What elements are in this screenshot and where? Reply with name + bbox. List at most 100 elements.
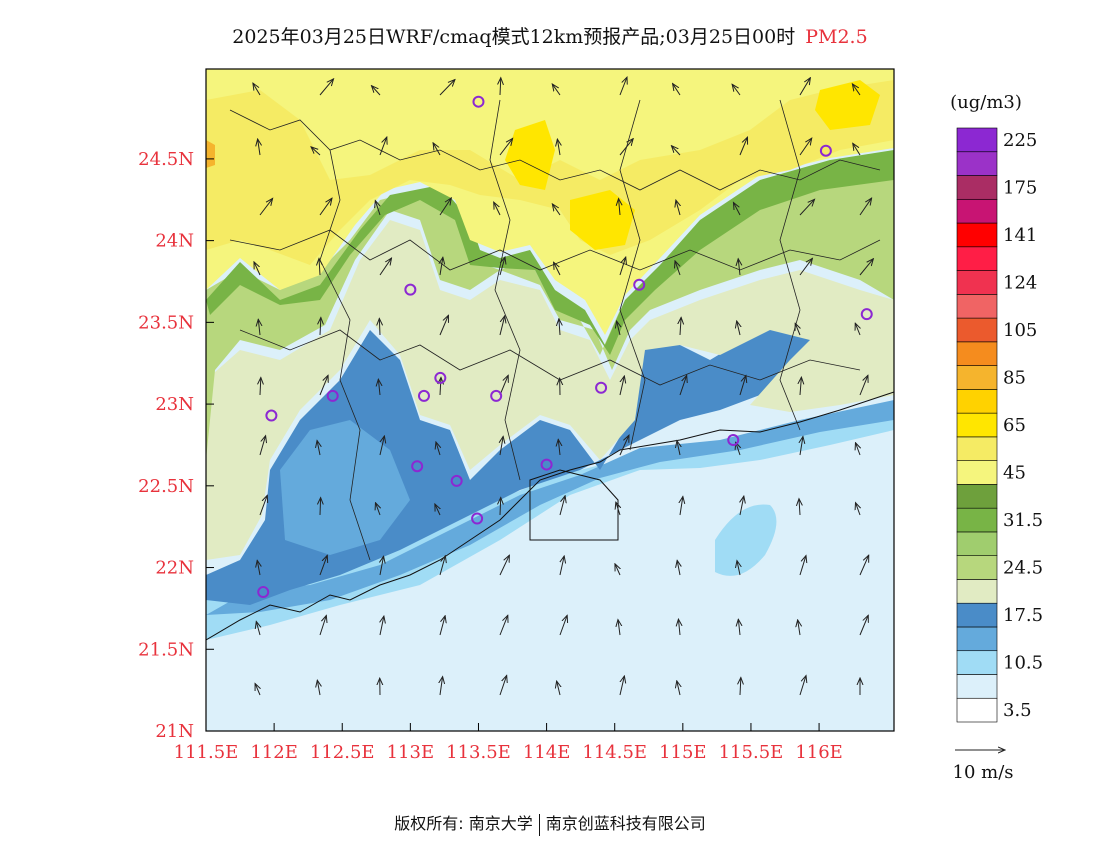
wind-arrow xyxy=(253,83,261,96)
wind-arrow xyxy=(379,318,380,336)
credit-divider xyxy=(538,813,540,836)
colorbar-swatch xyxy=(956,294,998,319)
colorbar-swatch xyxy=(956,246,998,271)
wind-arrow xyxy=(380,436,384,456)
wind-arrow xyxy=(500,498,501,516)
site-marker xyxy=(411,460,424,473)
wind-arrow xyxy=(379,137,387,156)
wind-arrow xyxy=(559,319,560,336)
wind-arrow xyxy=(732,84,741,96)
wind-arrow xyxy=(557,681,560,696)
wind-arrow xyxy=(619,139,633,156)
wind-arrow xyxy=(499,375,508,396)
colorbar: 3.5 10.5 17.5 24.5 31.5 45 65 85 105 124 141 175 225 xyxy=(956,127,1043,723)
wind-arrow xyxy=(619,257,626,276)
site-marker xyxy=(434,371,447,384)
wind-arrow xyxy=(319,375,328,396)
wind-arrow xyxy=(439,616,445,636)
wind-arrow xyxy=(375,201,380,216)
colorbar-swatch xyxy=(956,436,998,461)
wind-arrow xyxy=(554,262,561,276)
wind-arrow xyxy=(255,683,260,696)
lat-tick-label: 24.5N xyxy=(138,149,194,170)
colorbar-swatch xyxy=(956,650,998,675)
wind-arrow xyxy=(855,323,860,336)
lat-tick-label: 24N xyxy=(155,231,194,252)
copyright-credit: 版权所有: 南京大学 南京创蓝科技有限公司 xyxy=(0,810,1100,836)
wind-arrow xyxy=(619,435,629,456)
wind-arrow xyxy=(552,84,561,96)
colorbar-label: 31.5 xyxy=(1003,510,1043,531)
colorbar-swatch xyxy=(956,579,998,604)
lon-tick-label: 114E xyxy=(523,742,571,763)
colorbar-swatch xyxy=(956,507,998,533)
site-marker xyxy=(595,381,608,394)
wind-arrow xyxy=(320,317,321,336)
lon-tick-label: 113.5E xyxy=(446,742,511,763)
band-light-patch xyxy=(280,420,410,555)
wind-arrow xyxy=(799,258,812,276)
wind-arrow xyxy=(311,147,321,156)
band-10.5 xyxy=(206,415,894,640)
wind-arrow xyxy=(620,676,624,696)
wind-arrow xyxy=(319,258,320,276)
wind-arrow xyxy=(559,615,567,636)
colorbar-swatch xyxy=(956,460,998,485)
wind-arrow xyxy=(317,441,320,456)
lon-tick-label: 113E xyxy=(387,742,435,763)
colorbar-label: 65 xyxy=(1003,415,1026,436)
credit-left: 版权所有: 南京大学 xyxy=(394,814,533,833)
wind-arrow xyxy=(378,379,380,396)
wind-arrow xyxy=(859,615,868,636)
wind-arrow xyxy=(677,560,680,576)
wind-arrow xyxy=(737,321,740,336)
wind-arrow xyxy=(433,143,441,156)
wind-arrow xyxy=(440,377,441,396)
wind-arrow xyxy=(375,503,380,516)
site-marker xyxy=(540,458,553,471)
border-v3 xyxy=(619,99,646,451)
wind-arrow xyxy=(560,556,564,576)
colorbar-swatch xyxy=(956,412,998,438)
colorbar-swatch xyxy=(956,127,998,153)
colorbar-swatch xyxy=(956,531,998,556)
wind-arrow xyxy=(859,198,872,216)
wind-arrow xyxy=(499,257,505,276)
wind-arrow xyxy=(257,560,260,576)
wind-arrow xyxy=(319,555,327,576)
colorbar-label: 85 xyxy=(1003,367,1026,388)
site-marker xyxy=(417,389,430,402)
wind-arrow xyxy=(616,502,620,516)
wind-arrow xyxy=(855,443,860,456)
colorbar-swatch xyxy=(956,175,998,200)
colorbar-swatch xyxy=(956,365,998,390)
lon-tick-label: 111.5E xyxy=(174,742,239,763)
site-marker xyxy=(490,389,503,402)
lat-tick-label: 22N xyxy=(155,558,194,579)
wind-arrow xyxy=(740,496,744,516)
wind-arrow xyxy=(739,376,746,396)
wind-arrow xyxy=(620,376,624,396)
site-marker xyxy=(727,434,740,447)
wind-arrow xyxy=(677,441,680,456)
wind-arrow xyxy=(439,315,448,336)
wind-arrow xyxy=(733,202,741,216)
wind-arrow xyxy=(552,204,561,216)
wind-arrow xyxy=(680,317,681,336)
wind-arrow xyxy=(799,556,806,576)
wind-arrow xyxy=(676,200,680,216)
colorbar-label: 105 xyxy=(1003,320,1037,341)
colorbar-swatch xyxy=(956,222,998,248)
wind-arrow xyxy=(258,139,260,156)
wind-arrow xyxy=(319,198,332,216)
wind-arrow xyxy=(795,323,800,336)
site-marker xyxy=(472,95,485,108)
wind-arrow xyxy=(615,564,620,576)
colorbar-swatch xyxy=(956,674,998,699)
wind-arrow xyxy=(499,316,505,336)
band-24.5 xyxy=(206,170,894,460)
monitoring-sites xyxy=(257,95,873,599)
wind-arrow xyxy=(678,619,680,636)
wind-arrow xyxy=(671,146,681,156)
wind-arrow xyxy=(319,616,326,636)
